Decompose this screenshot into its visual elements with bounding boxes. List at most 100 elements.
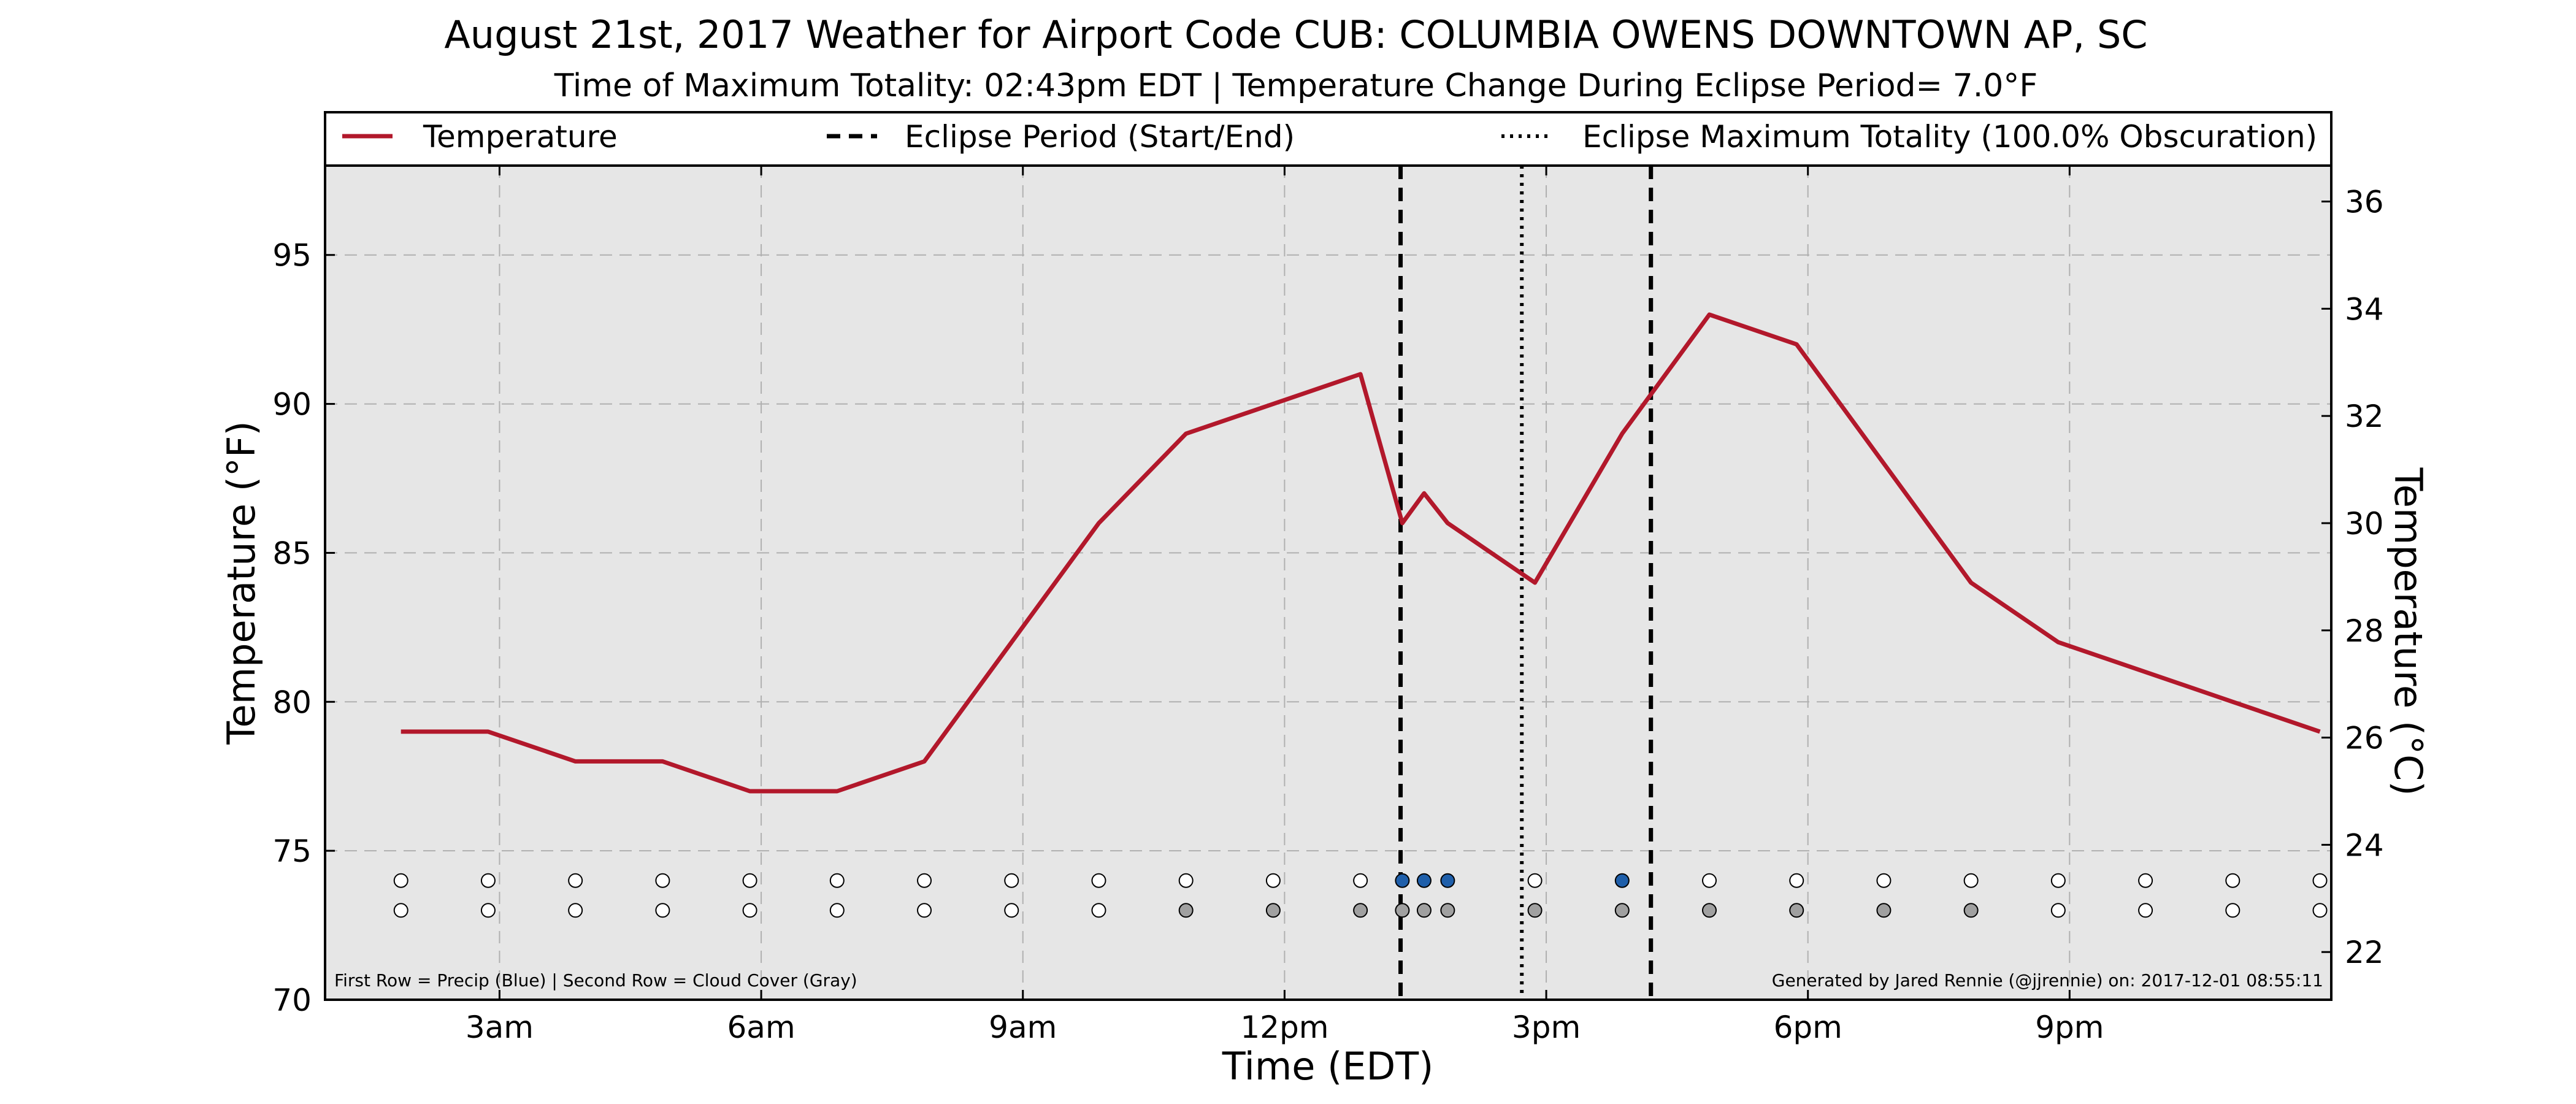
cloud-marker	[2138, 903, 2153, 918]
temperature-point	[1359, 372, 1362, 376]
cloud-marker	[1265, 903, 1281, 918]
cloud-marker	[655, 903, 670, 918]
y-axis-ticks: 70 75 80 85 90 95	[272, 238, 335, 1018]
y-axis-label: Temperature (°F)	[219, 421, 264, 745]
y-axis-right-ticks: 22 24 26 28 30 32 34 36	[2321, 185, 2384, 970]
x-tick-label: 6am	[727, 1010, 795, 1045]
annotation-generated-by: Generated by Jared Rennie (@jjrennie) on…	[1772, 970, 2323, 991]
y-tick-label: 80	[272, 684, 312, 720]
legend: Temperature Eclipse Period (Start/End) E…	[324, 111, 2333, 167]
cloud-marker	[568, 903, 583, 918]
cloud-marker	[1527, 903, 1543, 918]
y-tick-label: 85	[272, 535, 312, 571]
x-axis-label: Time (EDT)	[1222, 1044, 1434, 1089]
temperature-line	[401, 312, 2321, 794]
precip-marker	[655, 873, 670, 888]
precip-marker	[829, 873, 845, 888]
precip-marker	[1091, 873, 1106, 888]
temperature-point	[1184, 432, 1188, 435]
x-tick-label: 9am	[989, 1010, 1057, 1045]
x-tick-label: 3am	[466, 1010, 534, 1045]
y-tick-label: 70	[272, 983, 312, 1018]
cloud-marker	[1004, 903, 1019, 918]
cloud-marker	[1963, 903, 1979, 918]
y-right-tick-label: 28	[2345, 613, 2384, 649]
x-tick-label: 9pm	[2035, 1010, 2104, 1045]
precip-marker	[1527, 873, 1543, 888]
cloud-marker	[1876, 903, 1892, 918]
precip-marker	[2225, 873, 2241, 888]
chart-title: August 21st, 2017 Weather for Airport Co…	[444, 12, 2147, 57]
cloud-marker	[1789, 903, 1804, 918]
temperature-point	[1533, 581, 1537, 585]
observation-markers	[393, 873, 2328, 918]
y-right-tick-label: 34	[2345, 291, 2384, 327]
precip-marker	[568, 873, 583, 888]
temperature-point	[1271, 402, 1275, 406]
temperature-point	[1620, 432, 1624, 435]
legend-eclipse-period-label: Eclipse Period (Start/End)	[905, 119, 1295, 155]
cloud-marker	[1178, 903, 1194, 918]
precip-marker	[393, 873, 408, 888]
precip-marker	[2050, 873, 2066, 888]
precip-marker	[1701, 873, 1717, 888]
precip-marker	[1416, 873, 1432, 888]
grid-lines	[325, 166, 2331, 1000]
y-right-tick-label: 26	[2345, 721, 2384, 756]
temperature-point	[922, 759, 926, 763]
x-tick-label: 6pm	[1774, 1010, 1842, 1045]
cloud-marker	[1091, 903, 1106, 918]
temperature-point	[486, 730, 490, 734]
temperature-point	[661, 759, 664, 763]
y-right-tick-label: 30	[2345, 506, 2384, 542]
temperature-point	[748, 789, 752, 793]
y-right-tick-label: 24	[2345, 827, 2384, 863]
temperature-point	[2057, 640, 2060, 644]
precip-marker	[1614, 873, 1630, 888]
temperature-series	[399, 312, 2322, 794]
precip-marker	[2312, 873, 2328, 888]
cloud-marker	[1440, 903, 1455, 918]
precip-marker	[742, 873, 757, 888]
cloud-marker	[2225, 903, 2241, 918]
chart-subtitle: Time of Maximum Totality: 02:43pm EDT | …	[554, 67, 2037, 104]
precip-marker	[2138, 873, 2153, 888]
precip-marker	[1440, 873, 1455, 888]
temperature-point	[1708, 313, 1711, 316]
precip-marker	[1395, 873, 1410, 888]
annotation-precip-cloud: First Row = Precip (Blue) | Second Row =…	[334, 970, 857, 991]
precip-marker	[917, 873, 932, 888]
temperature-point	[399, 730, 403, 734]
precip-marker	[1789, 873, 1804, 888]
x-tick-label: 12pm	[1240, 1010, 1328, 1045]
precip-marker	[1265, 873, 1281, 888]
temperature-point	[1882, 462, 1885, 466]
temperature-point	[2231, 700, 2234, 703]
cloud-marker	[1353, 903, 1368, 918]
temperature-point	[1422, 491, 1426, 495]
y-tick-label: 95	[272, 238, 312, 274]
cloud-marker	[1614, 903, 1630, 918]
cloud-marker	[1395, 903, 1410, 918]
cloud-marker	[2050, 903, 2066, 918]
legend-temperature-label: Temperature	[423, 119, 618, 155]
cloud-marker	[742, 903, 757, 918]
temperature-point	[573, 759, 577, 763]
plot-background	[325, 166, 2331, 1000]
cloud-marker	[829, 903, 845, 918]
y-tick-label: 90	[272, 387, 312, 423]
y-right-tick-label: 36	[2345, 185, 2384, 220]
precip-marker	[1876, 873, 1892, 888]
y-right-tick-label: 32	[2345, 399, 2384, 434]
y-tick-label: 75	[272, 834, 312, 869]
temperature-point	[2318, 730, 2322, 734]
temperature-point	[1097, 521, 1100, 525]
cloud-marker	[917, 903, 932, 918]
temperature-point	[1010, 640, 1013, 644]
precip-marker	[1963, 873, 1979, 888]
eclipse-lines	[1398, 166, 1654, 1000]
x-axis-ticks: 3am 6am 9am 12pm 3pm 6pm 9pm	[466, 166, 2104, 1045]
cloud-marker	[1416, 903, 1432, 918]
temperature-point	[1400, 521, 1404, 525]
